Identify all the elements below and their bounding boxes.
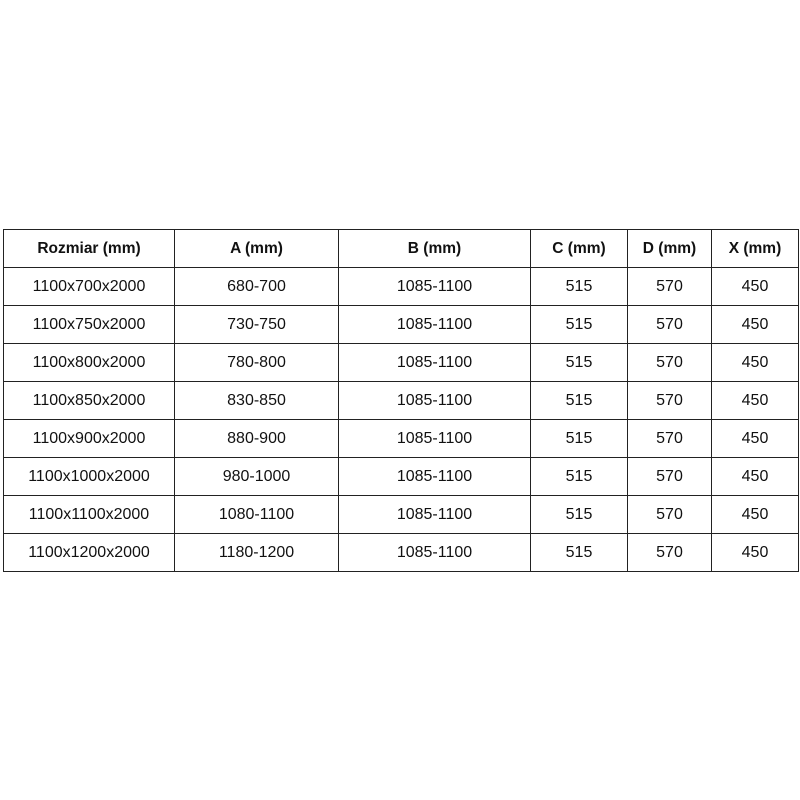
table-row: 1100x1200x2000 1180-1200 1085-1100 515 570 45… (3, 533, 799, 572)
table-cell: 570 (627, 457, 712, 496)
table-cell: 1100x800x2000 (3, 343, 175, 382)
table-cell: 450 (711, 419, 799, 458)
table-cell: 1100x1100x2000 (3, 495, 175, 534)
table-cell: 1085-1100 (338, 343, 531, 382)
table-cell: 570 (627, 343, 712, 382)
table-cell: 830-850 (174, 381, 339, 420)
table-cell: 450 (711, 533, 799, 572)
table-cell: 1085-1100 (338, 267, 531, 306)
column-header: Rozmiar (mm) (3, 229, 175, 268)
table-cell: 450 (711, 267, 799, 306)
table-cell: 515 (530, 533, 628, 572)
table-cell: 1085-1100 (338, 305, 531, 344)
table-cell: 450 (711, 381, 799, 420)
table-cell: 515 (530, 495, 628, 534)
table-cell: 515 (530, 305, 628, 344)
header-row: Rozmiar (mm) A (mm) B (mm) C (mm) D (mm) X (m… (3, 229, 799, 268)
table-cell: 1100x750x2000 (3, 305, 175, 344)
table-cell: 1085-1100 (338, 381, 531, 420)
table-cell: 515 (530, 419, 628, 458)
column-header: D (mm) (627, 229, 712, 268)
table-cell: 450 (711, 305, 799, 344)
table-cell: 1100x900x2000 (3, 419, 175, 458)
table-cell: 450 (711, 343, 799, 382)
table-row: 1100x800x2000 780-800 1085-1100 515 570 450 (3, 343, 799, 382)
table-cell: 570 (627, 267, 712, 306)
table-cell: 515 (530, 343, 628, 382)
column-header: X (mm) (711, 229, 799, 268)
table-row: 1100x750x2000 730-750 1085-1100 515 570 450 (3, 305, 799, 344)
table-cell: 1080-1100 (174, 495, 339, 534)
table-cell: 1100x1200x2000 (3, 533, 175, 572)
table-cell: 450 (711, 495, 799, 534)
dimensions-table: Rozmiar (mm) A (mm) B (mm) C (mm) D (mm) X (m… (3, 229, 799, 572)
table-row: 1100x900x2000 880-900 1085-1100 515 570 450 (3, 419, 799, 458)
table-cell: 680-700 (174, 267, 339, 306)
table-cell: 1100x1000x2000 (3, 457, 175, 496)
table-cell: 1085-1100 (338, 533, 531, 572)
table-row: 1100x1000x2000 980-1000 1085-1100 515 570 450 (3, 457, 799, 496)
table-row: 1100x850x2000 830-850 1085-1100 515 570 450 (3, 381, 799, 420)
table-cell: 980-1000 (174, 457, 339, 496)
column-header: B (mm) (338, 229, 531, 268)
table-cell: 570 (627, 419, 712, 458)
table-row: 1100x1100x2000 1080-1100 1085-1100 515 570 45… (3, 495, 799, 534)
table-cell: 570 (627, 533, 712, 572)
table-cell: 1085-1100 (338, 457, 531, 496)
table-cell: 515 (530, 381, 628, 420)
table-cell: 1180-1200 (174, 533, 339, 572)
table-cell: 780-800 (174, 343, 339, 382)
table-cell: 570 (627, 381, 712, 420)
table-cell: 1100x850x2000 (3, 381, 175, 420)
table-row: 1100x700x2000 680-700 1085-1100 515 570 450 (3, 267, 799, 306)
table-cell: 730-750 (174, 305, 339, 344)
table-cell: 570 (627, 495, 712, 534)
table-cell: 515 (530, 457, 628, 496)
table-cell: 1100x700x2000 (3, 267, 175, 306)
column-header: A (mm) (174, 229, 339, 268)
column-header: C (mm) (530, 229, 628, 268)
table-cell: 570 (627, 305, 712, 344)
table-cell: 1085-1100 (338, 419, 531, 458)
table-cell: 450 (711, 457, 799, 496)
table-cell: 880-900 (174, 419, 339, 458)
table-cell: 1085-1100 (338, 495, 531, 534)
table-cell: 515 (530, 267, 628, 306)
